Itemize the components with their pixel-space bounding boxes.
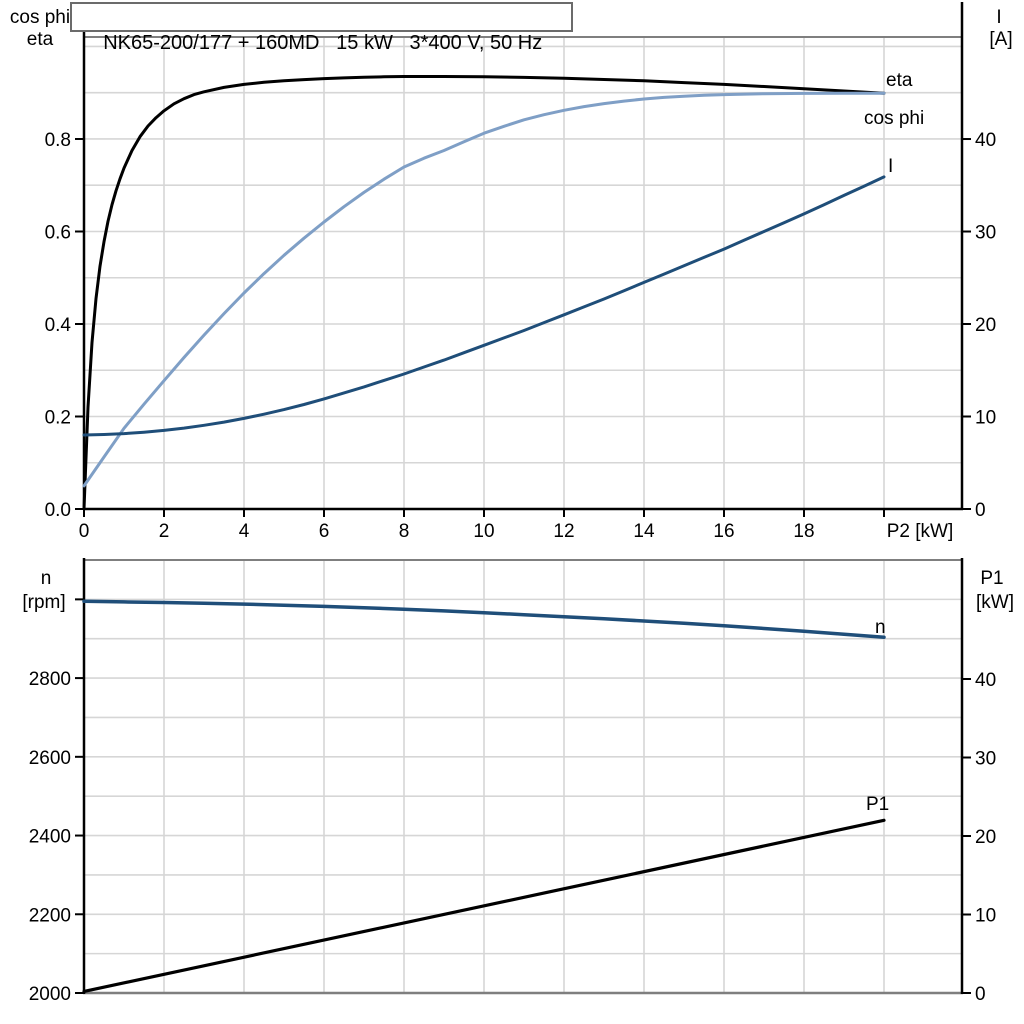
- left-tick-label: 0.6: [45, 222, 71, 243]
- right-tick-label: 30: [975, 223, 996, 244]
- left-tick-label: 2600: [29, 748, 71, 769]
- series-cos-phi-curve: [82, 91, 886, 488]
- right-tick-label: 40: [975, 130, 996, 151]
- left-tick-label: 0.4: [45, 315, 72, 336]
- left-axis-title: n: [41, 568, 52, 589]
- left-tick-label: 2400: [29, 827, 71, 848]
- x-tick-label: 16: [713, 521, 734, 542]
- left-tick-label: 0.8: [45, 130, 71, 151]
- x-axis-title: P2 [kW]: [887, 521, 954, 542]
- right-tick-label: 20: [975, 827, 996, 848]
- x-tick-label: 12: [553, 521, 574, 542]
- x-tick-label: 0: [79, 521, 90, 542]
- series-label-eta: eta: [886, 70, 913, 91]
- left-tick-label: 2200: [29, 905, 71, 926]
- left-tick-label: 2000: [29, 984, 71, 1005]
- series-label-n: n: [875, 617, 886, 638]
- left-tick-label: 0.0: [45, 500, 71, 521]
- right-tick-label: 0: [975, 984, 986, 1005]
- series-P1-curve: [82, 818, 886, 994]
- x-tick-label: 8: [399, 521, 410, 542]
- chart-title: NK65-200/177 + 160MD 15 kW 3*400 V, 50 H…: [103, 32, 543, 54]
- right-tick-label: 10: [975, 408, 996, 429]
- right-tick-label: 40: [975, 670, 996, 691]
- series-label-P1: P1: [866, 794, 889, 815]
- left-tick-label: 0.2: [45, 407, 71, 428]
- left-axis-title: [rpm]: [22, 592, 65, 613]
- x-tick-label: 14: [633, 521, 655, 542]
- right-axis-title: I: [996, 7, 1001, 28]
- left-axis-title: cos phi: [10, 7, 70, 28]
- series-label-I: I: [888, 156, 893, 177]
- x-tick-label: 4: [239, 521, 250, 542]
- x-tick-label: 6: [319, 521, 330, 542]
- x-tick-label: 2: [159, 521, 170, 542]
- left-axis-title: eta: [27, 29, 54, 50]
- right-tick-label: 10: [975, 906, 996, 927]
- right-axis-title: [A]: [989, 29, 1012, 50]
- series-label-cos-phi: cos phi: [864, 108, 924, 129]
- x-tick-label: 10: [473, 521, 494, 542]
- series-n-curve: [82, 599, 886, 639]
- right-tick-label: 30: [975, 749, 996, 770]
- series-eta-curve: [82, 75, 886, 511]
- right-axis-title: [kW]: [976, 592, 1014, 613]
- chart-title-box: NK65-200/177 + 160MD 15 kW 3*400 V, 50 H…: [70, 2, 573, 54]
- right-tick-label: 0: [975, 500, 986, 521]
- right-tick-label: 20: [975, 315, 996, 336]
- left-tick-label: 2800: [29, 669, 71, 690]
- right-axis-title: P1: [980, 568, 1003, 589]
- series-I-curve: [82, 175, 886, 437]
- x-tick-label: 18: [793, 521, 814, 542]
